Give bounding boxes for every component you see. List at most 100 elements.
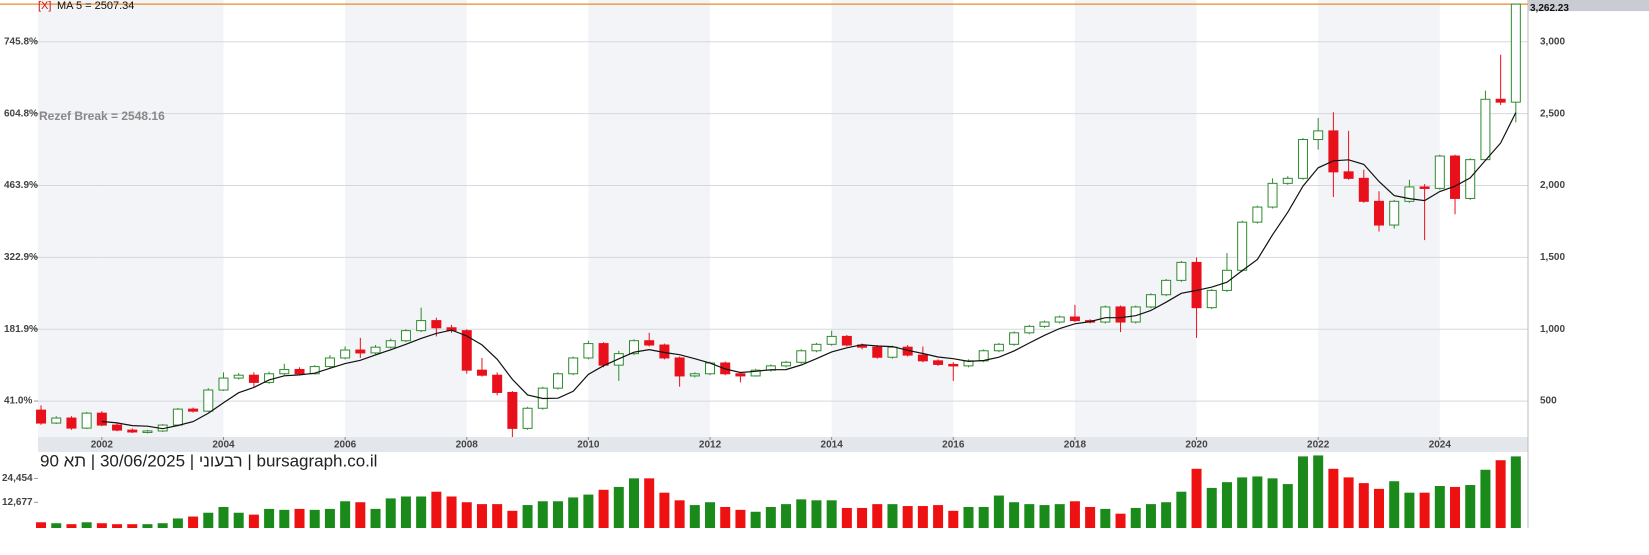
- candle-body: [750, 369, 761, 377]
- candle-body: [887, 346, 898, 358]
- volume-bar: [431, 491, 442, 528]
- volume-bar: [826, 500, 837, 528]
- y-tick-label: 3,000: [1540, 36, 1565, 47]
- volume-bar: [705, 502, 716, 528]
- volume-bar: [872, 504, 883, 528]
- volume-bar: [598, 489, 609, 528]
- candle-body: [248, 374, 259, 383]
- candle-body: [781, 361, 792, 367]
- volume-bar: [583, 494, 594, 528]
- plot-band: [101, 0, 224, 437]
- volume-bar: [735, 509, 746, 528]
- volume-bar: [172, 518, 183, 528]
- candle-body: [476, 369, 487, 376]
- candle-body: [203, 389, 214, 412]
- candle-body: [1358, 177, 1369, 202]
- volume-bar: [522, 505, 533, 528]
- x-tick-label: 2022: [1307, 440, 1330, 451]
- volume-bar: [674, 500, 685, 528]
- candle-body: [872, 346, 883, 358]
- volume-bar: [1419, 492, 1430, 528]
- volume-bar: [1085, 506, 1096, 528]
- volume-bar: [51, 523, 62, 528]
- candle-body: [1191, 261, 1202, 309]
- volume-bar: [36, 522, 47, 528]
- volume-bar: [203, 512, 214, 528]
- candle-body: [1313, 130, 1324, 141]
- candle-body: [933, 360, 944, 365]
- volume-bar: [370, 508, 381, 528]
- volume-bar: [188, 516, 199, 528]
- candle-body: [948, 363, 959, 367]
- volume-bar: [1358, 483, 1369, 528]
- volume-bar: [1343, 477, 1354, 528]
- volume-bar: [507, 510, 518, 528]
- candle-body: [1054, 316, 1065, 323]
- candle-body: [492, 374, 503, 393]
- candle-body: [1024, 325, 1035, 334]
- volume-bar: [1176, 491, 1187, 528]
- candle-body: [279, 368, 290, 375]
- volume-bar: [1267, 478, 1278, 528]
- volume-bar: [1145, 504, 1156, 528]
- volume-bar: [689, 505, 700, 528]
- candle-body: [826, 335, 837, 345]
- x-tick-label: 2012: [699, 440, 722, 451]
- candle-body: [142, 430, 153, 433]
- volume-bar: [750, 511, 761, 528]
- volume-bar: [948, 510, 959, 528]
- volume-bar: [1039, 505, 1050, 528]
- volume-bar: [461, 502, 472, 528]
- candle-body: [1343, 171, 1354, 179]
- candle-body: [841, 335, 852, 346]
- candle-body: [461, 330, 472, 371]
- candle-body: [1161, 279, 1172, 296]
- candle-body: [644, 340, 655, 346]
- candle-body: [188, 408, 199, 412]
- candle-body: [1419, 186, 1430, 189]
- volume-bar: [659, 492, 670, 528]
- volume-bar: [568, 497, 579, 528]
- candle-body: [917, 354, 928, 362]
- x-tick-label: 2016: [942, 440, 965, 451]
- candle-body: [796, 350, 807, 363]
- candle-body: [1282, 177, 1293, 184]
- volume-bar: [1404, 492, 1415, 528]
- x-tick-label: 2002: [91, 440, 114, 451]
- volume-bar: [127, 524, 138, 528]
- volume-bar: [1389, 481, 1400, 528]
- candle-body: [51, 417, 62, 424]
- x-tick-label: 2024: [1429, 440, 1452, 451]
- candle-body: [385, 340, 396, 348]
- volume-bar: [1191, 468, 1202, 528]
- candle-body: [552, 373, 563, 389]
- volume-bar: [340, 501, 351, 528]
- candle-body: [324, 357, 335, 368]
- volume-bar: [96, 523, 107, 528]
- volume-bar: [993, 495, 1004, 528]
- volume-bar: [476, 504, 487, 528]
- volume-bar: [765, 506, 776, 528]
- y-tick-label: 1,500: [1540, 252, 1565, 263]
- candle-body: [218, 377, 229, 391]
- candle-body: [811, 343, 822, 352]
- candle-body: [66, 417, 77, 429]
- candle-body: [1069, 316, 1080, 322]
- candle-body: [431, 320, 442, 329]
- candle-body: [1100, 306, 1111, 323]
- plot-band: [345, 0, 467, 437]
- legend-prefix: [X]: [38, 0, 51, 12]
- volume-bar: [887, 504, 898, 528]
- volume-bar: [841, 507, 852, 528]
- y-tick-label: 2,000: [1540, 180, 1565, 191]
- volume-tick-label: 24,454: [2, 473, 33, 484]
- annotation: Rezef Break = 2548.16: [39, 109, 165, 123]
- y2-tick-label: 181.9%: [4, 324, 38, 335]
- volume-bar: [112, 524, 123, 528]
- volume-bar: [492, 504, 503, 528]
- volume-bar: [1009, 502, 1020, 528]
- volume-bar: [309, 509, 320, 528]
- candle-body: [1374, 200, 1384, 226]
- volume-bar: [1510, 456, 1521, 528]
